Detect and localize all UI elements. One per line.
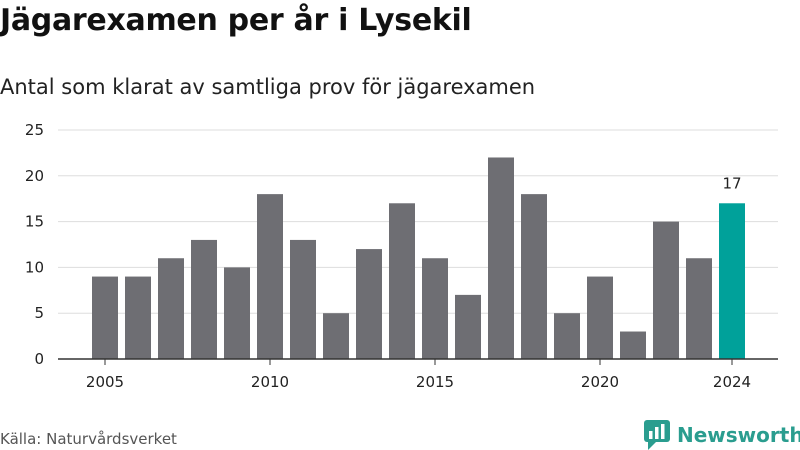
bars — [92, 157, 745, 359]
bar-2014 — [389, 203, 415, 359]
newsworthy-logo-icon — [644, 420, 670, 450]
brand-logo[interactable]: Newsworthy — [644, 420, 800, 450]
bar-2017 — [488, 157, 514, 359]
brand-name: Newsworthy — [677, 423, 800, 447]
bar-2020 — [587, 276, 613, 359]
bar-2011 — [290, 239, 316, 359]
bar-2021 — [620, 331, 646, 359]
bar-2016 — [455, 294, 481, 359]
chart-title: Jägarexamen per år i Lysekil — [0, 3, 472, 38]
bar-2015 — [422, 258, 448, 359]
x-axis: 2005 2010 2015 2020 2024 — [58, 358, 778, 391]
bar-2007 — [158, 258, 184, 359]
bar-2023 — [686, 258, 712, 359]
bar-2008 — [191, 239, 217, 359]
bar-2019 — [554, 313, 580, 359]
data-label-2024: 17 — [722, 174, 741, 192]
bar-chart: 0 5 10 15 20 25 17 2005 2010 2015 2020 2024 — [25, 121, 778, 391]
bar-2013 — [356, 249, 382, 359]
y-tick-label: 20 — [25, 167, 44, 185]
y-tick-label: 0 — [34, 350, 44, 368]
source-note: Källa: Naturvårdsverket — [0, 430, 177, 448]
chart-subtitle: Antal som klarat av samtliga prov för jä… — [0, 75, 536, 99]
y-tick-label: 5 — [34, 304, 44, 322]
y-tick-label: 15 — [25, 213, 44, 231]
bar-2024 — [719, 203, 745, 359]
y-tick-label: 25 — [25, 121, 44, 139]
x-tick-label: 2015 — [416, 373, 454, 391]
bar-2006 — [125, 276, 151, 359]
y-tick-label: 10 — [25, 258, 44, 276]
data-labels: 17 — [722, 174, 741, 192]
x-tick-label: 2010 — [251, 373, 289, 391]
x-tick-label: 2024 — [713, 373, 751, 391]
bar-2018 — [521, 194, 547, 359]
y-axis: 0 5 10 15 20 25 — [25, 121, 44, 368]
bar-2005 — [92, 276, 118, 359]
x-tick-label: 2005 — [86, 373, 124, 391]
bar-2012 — [323, 313, 349, 359]
bar-2010 — [257, 194, 283, 359]
bar-2022 — [653, 221, 679, 359]
x-tick-label: 2020 — [581, 373, 619, 391]
bar-2009 — [224, 267, 250, 359]
